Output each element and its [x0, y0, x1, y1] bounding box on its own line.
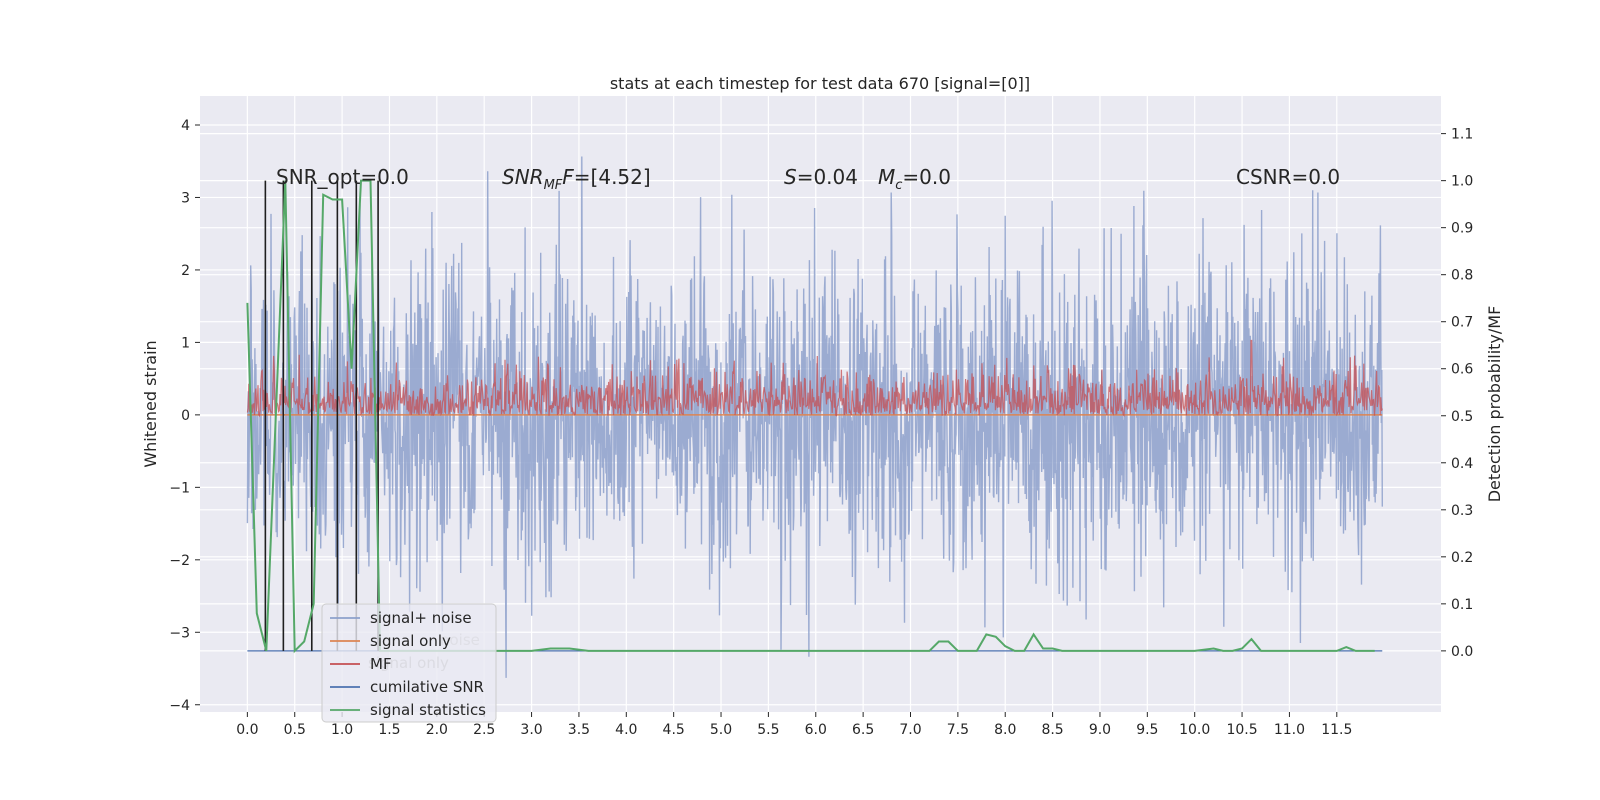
- x-tick-label: 10.5: [1226, 722, 1257, 738]
- annotation-s-main: S: [784, 165, 797, 189]
- annotation-s: S=0.04: [784, 165, 858, 189]
- axes: 0.0 0.5 1.0 1.5 2.0 2.5 3.0 3.5 4.0 4.5 5.0 5.5 6.0 6…: [169, 118, 1473, 738]
- y2-tick-label: 0.9: [1451, 221, 1473, 237]
- x-tick-label: 2.0: [426, 722, 448, 738]
- x-tick-label: 11.0: [1274, 722, 1305, 738]
- series-signal-statistics: [246, 179, 1375, 654]
- x-tick-label: 1.5: [378, 722, 400, 738]
- series-signal-noise: [246, 156, 1383, 678]
- x-tick-label: 9.5: [1136, 722, 1158, 738]
- annotation-snr-mf-main: SNR: [502, 165, 544, 189]
- y2-tick-label: 1.0: [1451, 174, 1473, 190]
- x-tick-label: 4.0: [615, 722, 637, 738]
- x-tick-label: 8.0: [994, 722, 1016, 738]
- y-tick-label: 3: [181, 190, 190, 206]
- x-tick-label: 0.0: [236, 722, 258, 738]
- chart-title: stats at each timestep for test data 670…: [610, 74, 1030, 93]
- y-axis-label: Whitened strain: [141, 340, 160, 467]
- y2-tick-label: 0.5: [1451, 409, 1473, 425]
- x-tick-label: 7.5: [947, 722, 969, 738]
- annotation-csnr: CSNR=0.0: [1236, 165, 1340, 189]
- series-mf: [246, 339, 1383, 418]
- y2-tick-label: 0.7: [1451, 315, 1473, 331]
- y2-tick-label: 0.4: [1451, 456, 1473, 472]
- y-tick-label: 2: [181, 263, 190, 279]
- y2-tick-label: 0.3: [1451, 503, 1473, 519]
- y2-tick-label: 0.1: [1451, 597, 1473, 613]
- legend-box: [321, 603, 497, 723]
- y2-tick-label: 0.2: [1451, 550, 1473, 566]
- annotation-mc-sub: c: [895, 178, 902, 193]
- x-tick-label: 0.5: [284, 722, 306, 738]
- x-tick-label: 3.5: [568, 722, 590, 738]
- legend-label: signal+ noise: [370, 609, 472, 627]
- x-tick-label: 8.5: [1041, 722, 1063, 738]
- y-tick-label: 1: [181, 335, 190, 351]
- x-tick-label: 5.0: [710, 722, 732, 738]
- annotation-mc: Mc=0.0: [878, 165, 951, 193]
- legend-label: MF: [370, 655, 392, 673]
- y2-tick-label: 0.6: [1451, 362, 1473, 378]
- y2-tick-label: 0.8: [1451, 268, 1473, 284]
- x-tick-label: 2.5: [473, 722, 495, 738]
- series-layer: [246, 156, 1383, 678]
- x-tick-label: 10.0: [1179, 722, 1210, 738]
- y-tick-label: 0: [181, 408, 190, 424]
- x-tick-label: 5.5: [757, 722, 779, 738]
- x-tick-label: 3.0: [520, 722, 542, 738]
- legend-label: signal only: [370, 632, 451, 650]
- annotation-snr-mf-value: =[4.52]: [574, 165, 651, 189]
- x-tick-label: 6.0: [805, 722, 827, 738]
- y-tick-label: −3: [169, 625, 190, 641]
- y-tick-label: −2: [169, 553, 190, 569]
- y-tick-label: 4: [181, 118, 190, 134]
- x-tick-label: 11.5: [1321, 722, 1352, 738]
- y2-tick-label: 1.1: [1451, 127, 1473, 143]
- annotation-mc-main: M: [878, 165, 895, 189]
- x-tick-label: 4.5: [663, 722, 685, 738]
- y2-axis-label: Detection probability/MF: [1485, 306, 1504, 503]
- annotation-snr-mf-sub: MF: [544, 178, 563, 193]
- x-tick-label: 6.5: [852, 722, 874, 738]
- annotation-snr-mf-f: F: [562, 165, 574, 189]
- x-tick-label: 7.0: [899, 722, 921, 738]
- legend-label: signal statistics: [370, 701, 486, 719]
- y2-tick-label: 0.0: [1451, 644, 1473, 660]
- annotation-s-value: =0.04: [797, 165, 858, 189]
- y-tick-label: −4: [169, 698, 190, 714]
- y-tick-label: −1: [169, 480, 190, 496]
- x-tick-label: 9.0: [1089, 722, 1111, 738]
- x-tick-label: 1.0: [331, 722, 353, 738]
- annotation-snr-mf: SNRMFF=[4.52]: [502, 165, 651, 193]
- annotation-snr-opt: SNR_opt=0.0: [276, 165, 409, 189]
- legend-label: cumilative SNR: [370, 678, 484, 696]
- annotation-mc-value: =0.0: [902, 165, 951, 189]
- plot-area: [246, 156, 1383, 678]
